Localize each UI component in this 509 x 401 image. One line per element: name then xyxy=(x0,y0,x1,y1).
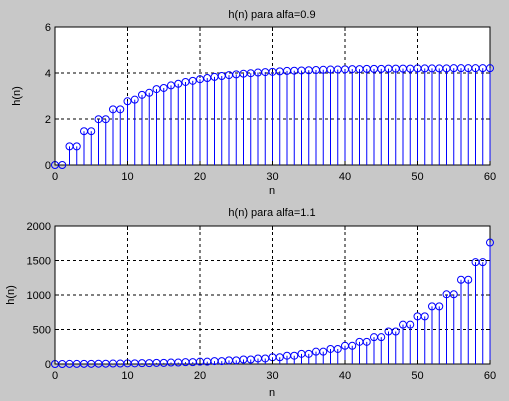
x-tick-label: 40 xyxy=(339,370,351,382)
data-point xyxy=(130,95,139,104)
stem-series xyxy=(51,64,494,169)
data-point xyxy=(362,337,371,346)
y-tick-label: 1000 xyxy=(27,290,51,302)
data-point xyxy=(435,302,444,311)
y-axis-label: h(n) xyxy=(11,86,23,106)
data-point xyxy=(159,83,168,92)
x-tick-label: 20 xyxy=(194,171,206,183)
x-tick-label: 30 xyxy=(266,370,278,382)
data-point xyxy=(116,105,125,114)
x-tick-label: 10 xyxy=(121,370,133,382)
y-tick-label: 6 xyxy=(45,22,51,34)
x-tick-label: 30 xyxy=(266,171,278,183)
x-axis-label: n xyxy=(269,185,275,197)
x-axis-label: n xyxy=(269,387,275,399)
data-point xyxy=(101,115,110,124)
data-point xyxy=(275,353,284,362)
x-tick-label: 0 xyxy=(52,370,58,382)
x-axis-ticks: 0 10 20 30 40 50 60 xyxy=(52,27,496,183)
y-tick-label: 0 xyxy=(45,359,51,371)
x-tick-label: 40 xyxy=(339,171,351,183)
data-point xyxy=(449,290,458,299)
y-axis-ticks: 0 2 4 6 xyxy=(45,22,490,172)
data-point xyxy=(304,349,313,358)
data-point xyxy=(138,90,146,99)
data-point xyxy=(188,76,197,85)
y-axis-label: h(n) xyxy=(5,285,17,305)
data-point xyxy=(87,127,96,136)
data-point xyxy=(319,347,328,356)
plot-title: h(n) para alfa=1.1 xyxy=(228,207,315,219)
data-point xyxy=(478,258,487,267)
x-tick-label: 60 xyxy=(484,171,496,183)
data-point xyxy=(420,312,429,321)
data-point xyxy=(464,275,473,284)
data-point xyxy=(486,64,494,73)
x-tick-label: 50 xyxy=(411,171,423,183)
y-tick-label: 500 xyxy=(33,325,51,337)
y-tick-label: 4 xyxy=(45,68,51,80)
x-tick-label: 50 xyxy=(411,370,423,382)
data-point xyxy=(333,344,342,353)
data-point xyxy=(167,81,175,90)
y-tick-label: 2 xyxy=(45,114,51,126)
data-point xyxy=(348,341,357,350)
y-tick-label: 2000 xyxy=(27,221,51,233)
data-point xyxy=(290,351,299,360)
plot-alfa-1.1: h(n) para alfa=1.1 0 10 20 30 40 50 60 0 500 100… xyxy=(5,207,496,399)
data-point xyxy=(72,142,81,151)
data-point xyxy=(406,320,415,329)
x-tick-label: 0 xyxy=(52,171,58,183)
data-point xyxy=(377,333,386,342)
data-point xyxy=(145,88,154,97)
x-tick-label: 20 xyxy=(194,370,206,382)
y-tick-label: 0 xyxy=(45,160,51,172)
stem-series xyxy=(51,238,494,368)
plot-title: h(n) para alfa=0.9 xyxy=(228,9,315,21)
x-tick-label: 60 xyxy=(484,370,496,382)
data-point xyxy=(486,238,494,247)
data-point xyxy=(123,97,132,106)
y-tick-label: 1500 xyxy=(27,256,51,268)
x-axis-ticks: 0 10 20 30 40 50 60 xyxy=(52,226,496,382)
data-point xyxy=(174,79,183,88)
x-tick-label: 10 xyxy=(121,171,133,183)
data-point xyxy=(391,327,400,336)
y-axis-ticks: 0 500 1000 1500 2000 xyxy=(27,221,490,371)
